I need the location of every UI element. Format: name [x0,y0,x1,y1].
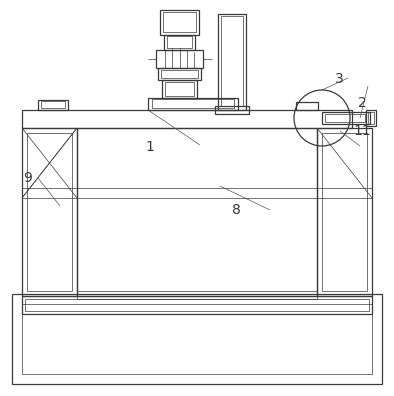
Bar [38,100,68,110]
Bar [152,99,234,108]
Bar [296,102,318,110]
Text: 8: 8 [232,203,241,217]
Bar [368,112,374,124]
Text: 11: 11 [353,124,372,138]
Bar [165,82,194,96]
Bar [161,70,198,78]
Text: 1: 1 [145,139,154,154]
Bar [160,10,199,35]
Bar [77,188,317,198]
Bar [22,188,77,198]
Bar [366,110,376,126]
Bar [156,50,203,68]
Text: 3: 3 [335,72,343,86]
Bar [317,188,372,198]
Bar [163,12,196,32]
Bar [25,299,369,311]
Bar [12,294,382,384]
Bar [322,133,367,291]
Bar [164,35,195,50]
Bar [325,114,365,122]
Bar [27,133,72,291]
Text: 2: 2 [358,96,367,110]
Bar [22,304,372,374]
Bar [41,101,65,108]
Bar [77,128,317,296]
Bar [221,16,243,106]
Text: 9: 9 [23,171,32,185]
Bar [158,68,201,80]
Bar [162,80,197,98]
Bar [77,291,317,299]
Bar [317,128,372,296]
Bar [322,112,370,124]
Bar [22,296,372,314]
Bar [215,106,249,114]
Bar [148,98,238,110]
Bar [167,36,192,48]
Bar [22,110,352,128]
Bar [22,128,77,296]
Bar [218,14,246,110]
